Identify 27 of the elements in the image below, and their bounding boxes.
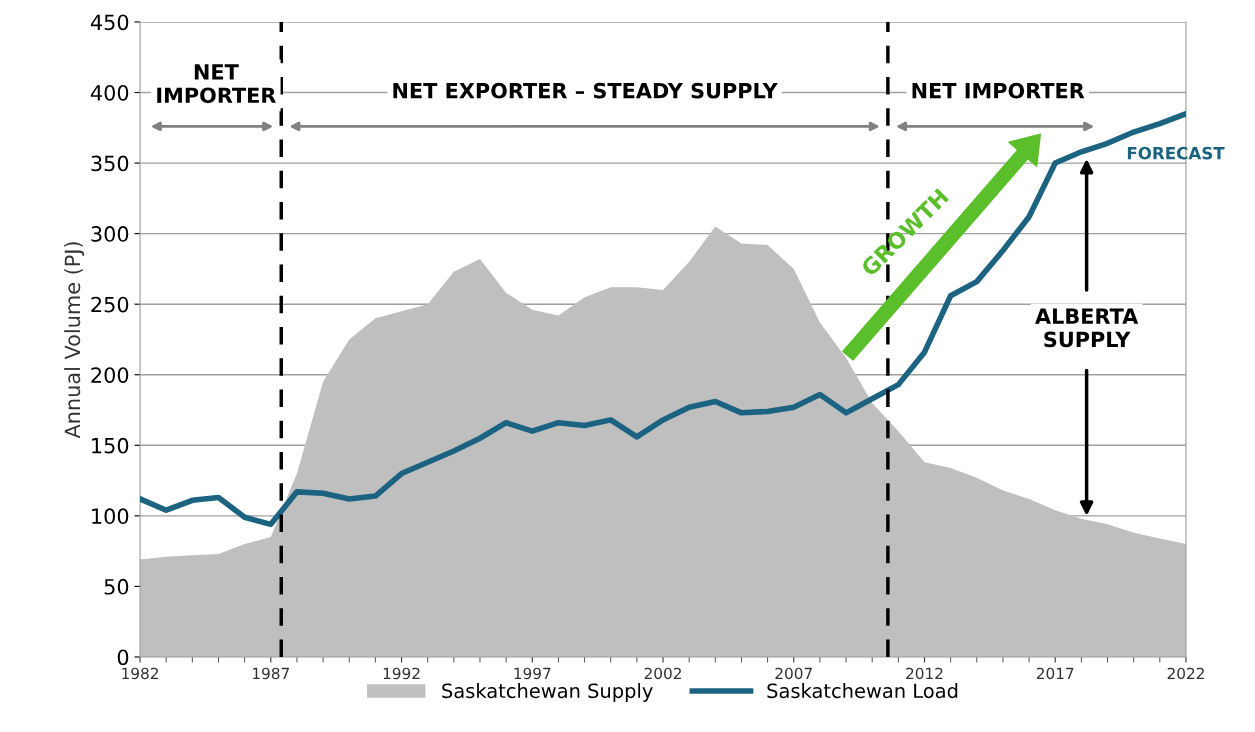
x-tick-label: 2007 — [775, 667, 812, 680]
x-tick-label: 1997 — [514, 667, 551, 680]
x-tick-label: 1987 — [253, 667, 289, 680]
y-axis-title: Annual Volume (PJ) — [64, 242, 85, 439]
x-tick-label: 2012 — [906, 667, 943, 680]
y-tick-label: 150 — [92, 437, 129, 454]
y-tick-label: 450 — [90, 14, 129, 31]
y-tick-label: 100 — [92, 508, 129, 525]
legend-label: Saskatchewan Load — [767, 683, 958, 699]
annotation: NET EXPORTER – STEADY SUPPLY — [393, 82, 778, 99]
y-tick-label: 400 — [90, 84, 129, 101]
x-tick-label: 2022 — [1167, 667, 1204, 680]
annotation: NET IMPORTER — [912, 82, 1085, 99]
annotation: ALBERTA SUPPLY — [1035, 308, 1139, 348]
annotation: NET IMPORTER — [157, 64, 276, 104]
y-tick-label: 250 — [91, 296, 129, 313]
y-tick-label: 350 — [91, 155, 129, 172]
x-tick-label: 2017 — [1036, 667, 1074, 680]
y-tick-label: 200 — [91, 367, 129, 383]
x-tick-label: 1982 — [122, 667, 158, 680]
y-tick-label: 300 — [91, 226, 129, 242]
x-tick-label: 2002 — [644, 667, 681, 680]
annotation: FORECAST — [1127, 146, 1225, 160]
y-tick-label: 0 — [117, 649, 129, 666]
y-tick-label: 50 — [104, 578, 129, 595]
legend-label: Saskatchewan Supply — [442, 683, 653, 702]
x-tick-label: 1992 — [383, 667, 420, 680]
